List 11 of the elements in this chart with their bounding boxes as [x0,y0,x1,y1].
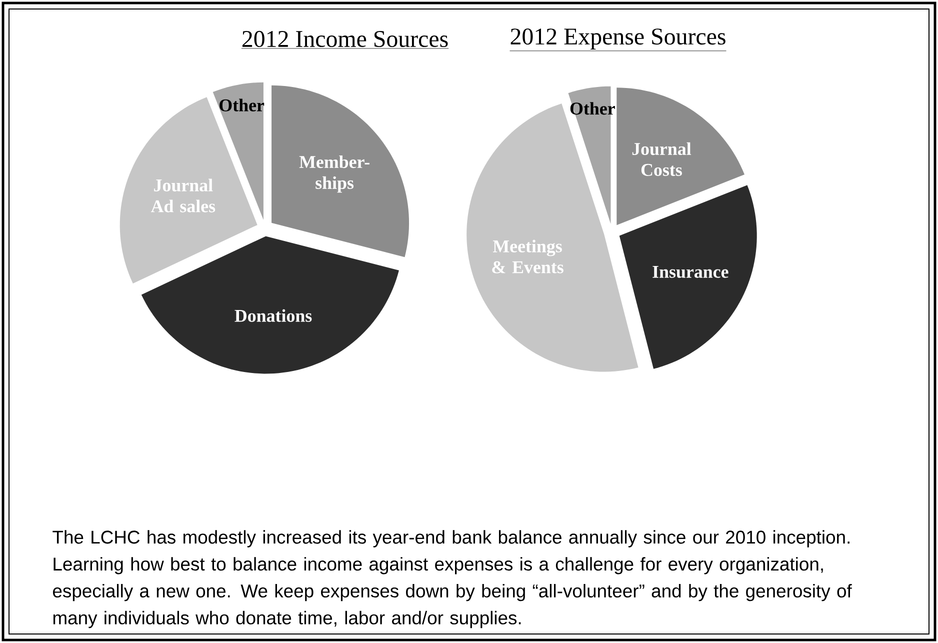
slice-label: Insurance [652,266,728,278]
slice-label: Journal Costs [632,142,692,176]
slice-label: Other [570,102,615,115]
slice-label: Member-ships [299,155,370,193]
slice-label: Donations [234,309,312,322]
slice-label: Journal Ad sales [150,178,216,212]
chart-title: 2012 Expense Sources [510,28,726,50]
slice-label: Meetings & Events [492,240,564,274]
slice-label: Other [220,98,264,112]
chart-title: 2012 Income Sources [242,30,448,48]
text: The LCHC has modestly increased its year-end bank balance annually since our 2010 inception. Learning how best to balance income against expenses is a challenge for every organization, especially a new one. We keep expenses down by being “all-volunteer” and by the generosity of many individuals who donate time, labor and/or supplies. [52,530,852,628]
